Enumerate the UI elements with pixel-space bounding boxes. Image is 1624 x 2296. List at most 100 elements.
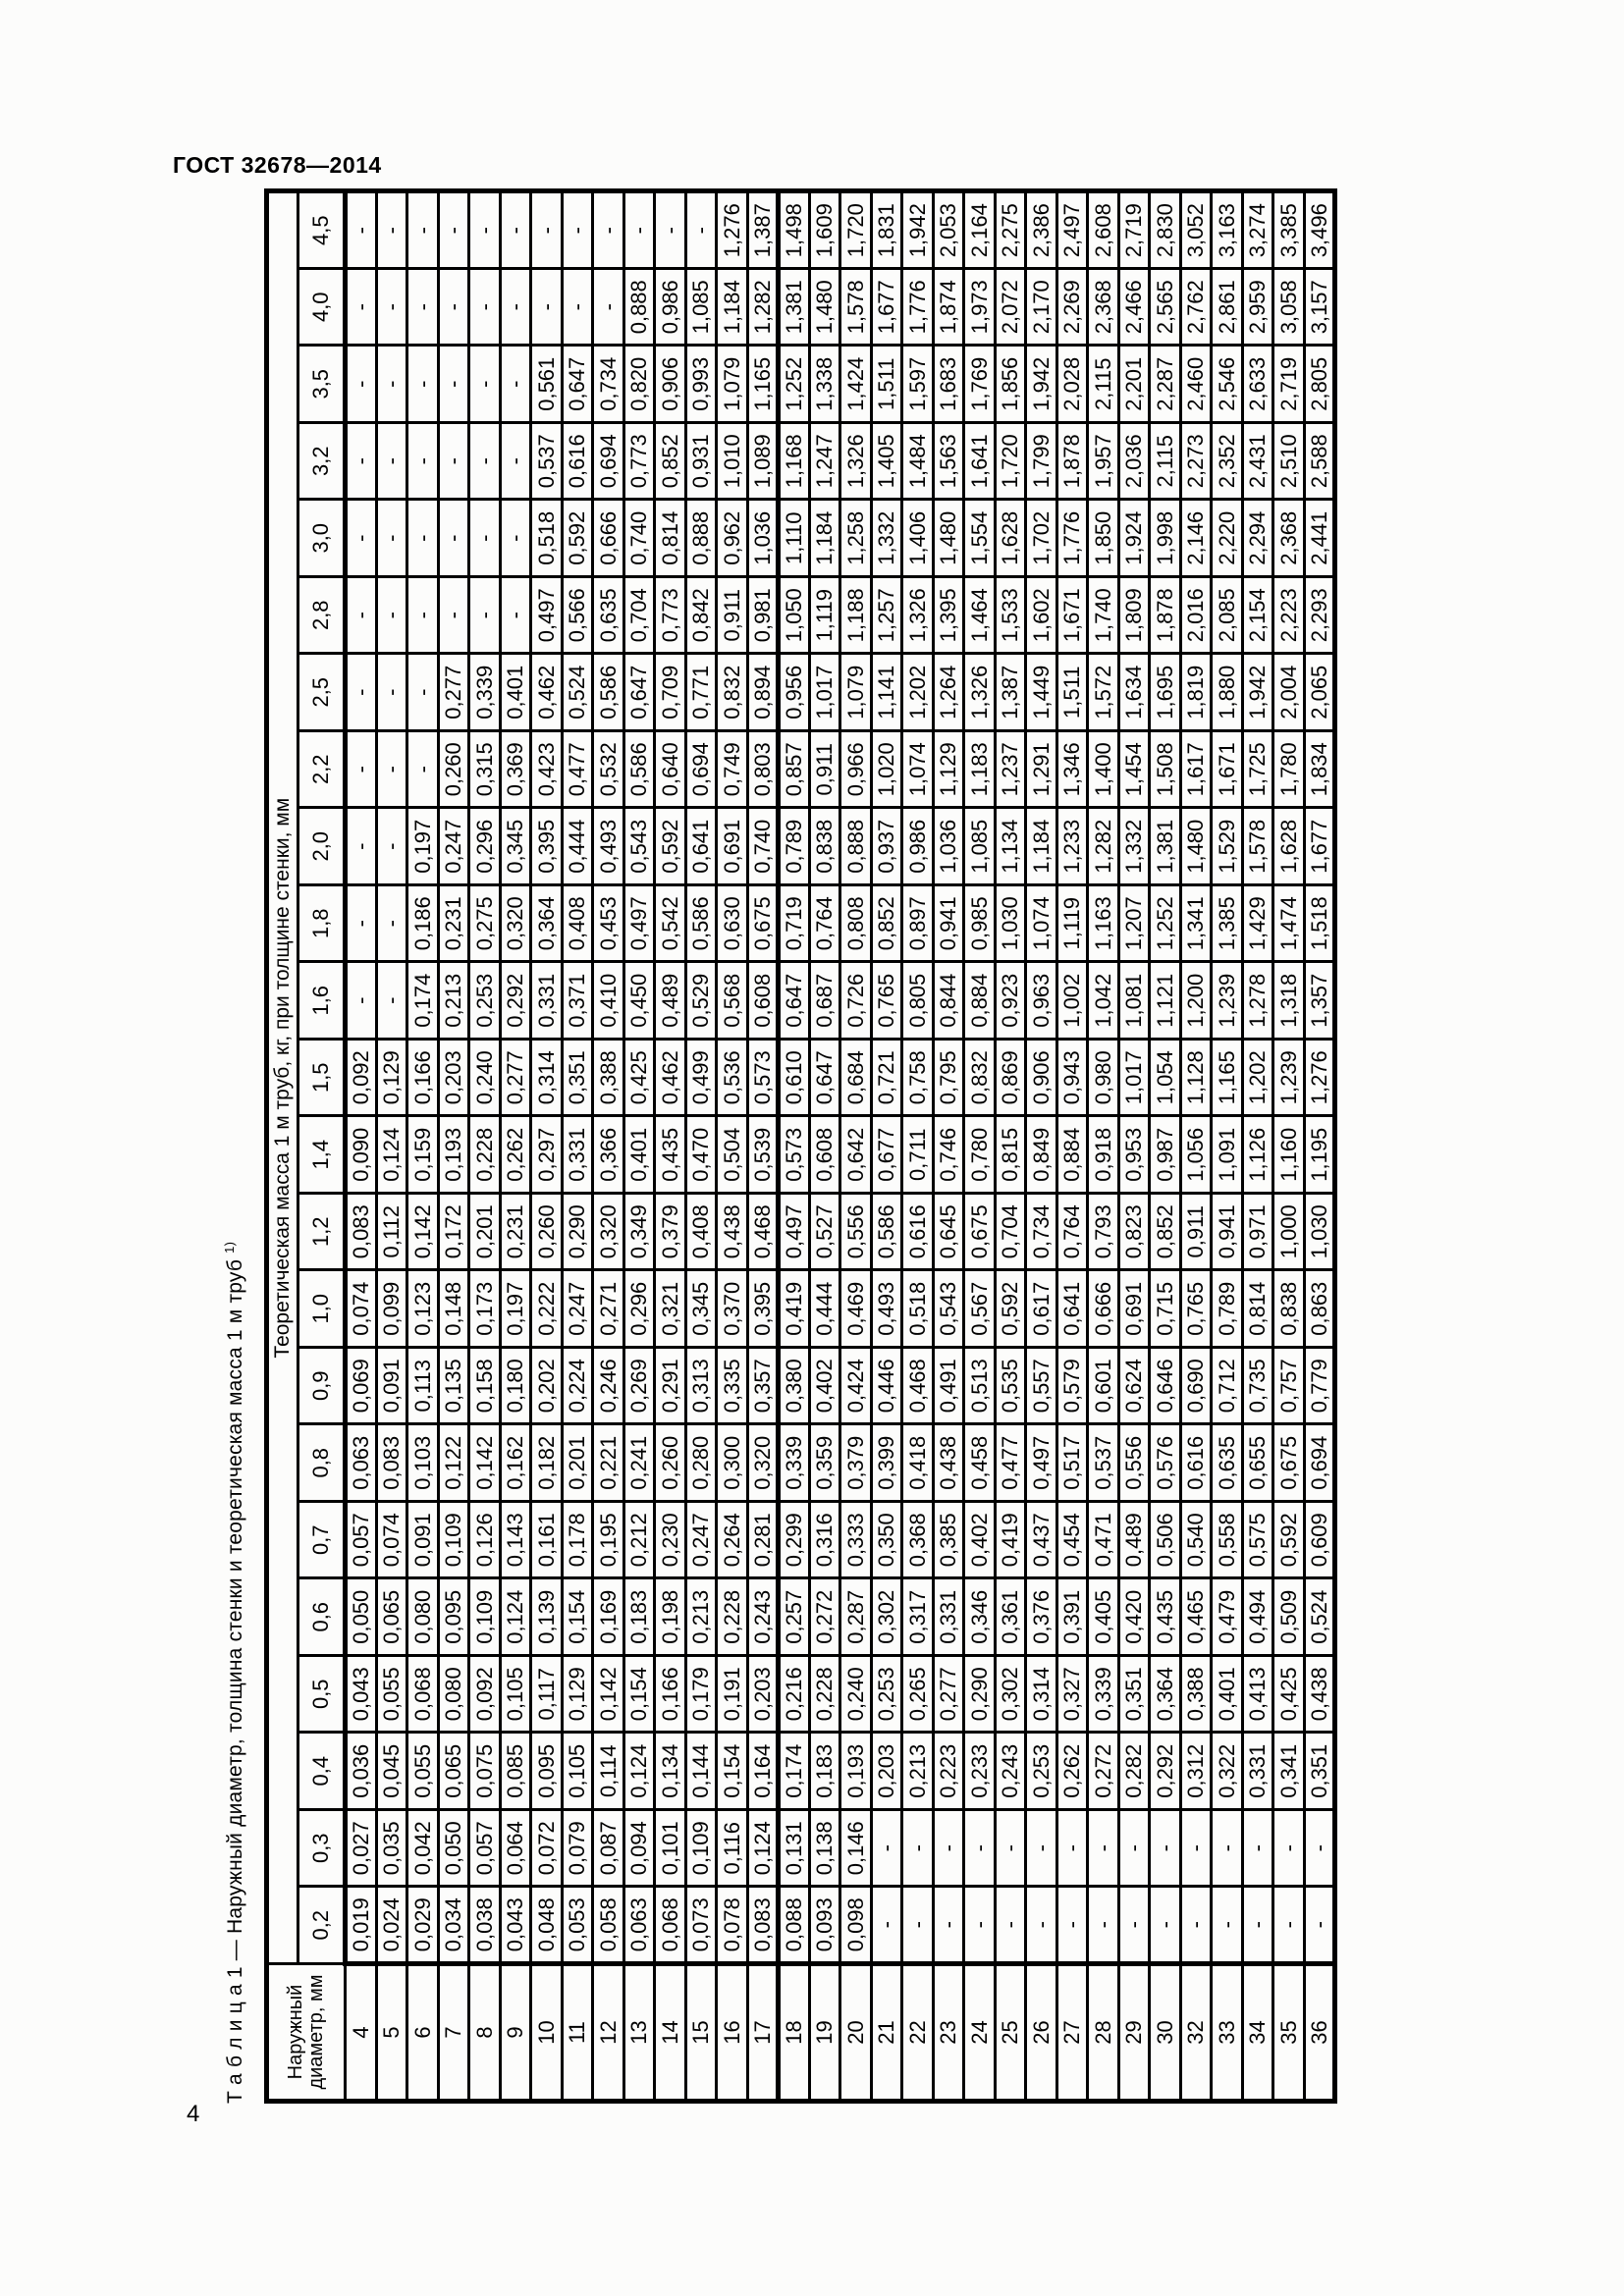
mass-value-cell: 2,164 — [963, 190, 995, 269]
mass-value-cell: 0,543 — [623, 808, 655, 885]
mass-value-cell: 1,165 — [747, 346, 779, 423]
mass-value-cell: 0,122 — [438, 1424, 469, 1502]
mass-value-cell: 0,586 — [592, 654, 623, 731]
mass-value-cell: 0,073 — [685, 1887, 717, 1964]
mass-value-cell: 1,480 — [1180, 808, 1212, 885]
no-value-cell: - — [406, 730, 438, 808]
no-value-cell: - — [1118, 1809, 1150, 1887]
mass-value-cell: 0,262 — [500, 1116, 531, 1194]
mass-value-cell: 2,154 — [1242, 576, 1273, 654]
mass-value-cell: 0,333 — [839, 1501, 871, 1578]
mass-value-cell: 0,888 — [685, 500, 717, 577]
mass-value-cell: 1,184 — [1025, 808, 1056, 885]
no-value-cell: - — [1056, 1809, 1088, 1887]
mass-value-cell: 0,193 — [839, 1733, 871, 1810]
no-value-cell: - — [345, 346, 376, 423]
mass-value-cell: 1,677 — [1304, 808, 1335, 885]
no-value-cell: - — [1211, 1809, 1242, 1887]
mass-value-cell: 0,265 — [901, 1655, 933, 1733]
no-value-cell: - — [468, 190, 500, 269]
mass-value-cell: 1,942 — [1242, 654, 1273, 731]
table-body: 4 0,019 0,027 0,036 0,043 0,050 0,057 0,063 0,06… — [345, 190, 1335, 2102]
mass-value-cell: 0,164 — [747, 1733, 779, 1810]
mass-value-cell: 0,408 — [685, 1193, 717, 1270]
mass-value-cell: 0,765 — [871, 962, 902, 1040]
diameter-column-header: Наружный диаметр, мм — [266, 1963, 346, 2102]
mass-value-cell: 0,063 — [345, 1424, 376, 1502]
mass-value-cell: 0,616 — [562, 422, 593, 500]
mass-value-cell: 0,292 — [500, 962, 531, 1040]
diameter-row: 25- -0,243 0,302 0,361 0,419 0,477 0,535 0,592 0… — [995, 190, 1026, 2102]
mass-value-cell: 2,805 — [1304, 346, 1335, 423]
mass-value-cell: 0,567 — [963, 1270, 995, 1348]
mass-value-cell: 0,391 — [1056, 1578, 1088, 1656]
mass-value-cell: 0,450 — [623, 962, 655, 1040]
no-value-cell: - — [995, 1809, 1026, 1887]
no-value-cell: - — [963, 1809, 995, 1887]
diameter-row: 21- -0,203 0,253 0,302 0,350 0,399 0,446 0,493 0… — [871, 190, 902, 2102]
mass-value-cell: 0,072 — [530, 1809, 562, 1887]
no-value-cell: - — [406, 500, 438, 577]
no-value-cell: - — [500, 268, 531, 346]
mass-value-cell: 0,368 — [901, 1501, 933, 1578]
mass-value-cell: 0,103 — [406, 1424, 438, 1502]
mass-value-cell: 1,020 — [871, 730, 902, 808]
mass-value-cell: 0,148 — [438, 1270, 469, 1348]
mass-value-cell: 1,338 — [809, 346, 840, 423]
mass-value-cell: 1,017 — [1118, 1039, 1150, 1116]
no-value-cell: - — [345, 962, 376, 1040]
mass-value-cell: 0,233 — [963, 1733, 995, 1810]
mass-value-cell: 0,300 — [716, 1424, 747, 1502]
mass-value-cell: 2,762 — [1180, 268, 1212, 346]
thickness-header-cell: 0,6 — [298, 1578, 346, 1656]
mass-value-cell: 2,016 — [1180, 576, 1212, 654]
mass-value-cell: 0,182 — [530, 1424, 562, 1502]
mass-value-cell: 0,666 — [1087, 1270, 1118, 1348]
mass-value-cell: 1,257 — [871, 576, 902, 654]
mass-value-cell: 0,985 — [963, 884, 995, 962]
diameter-cell: 11 — [562, 1963, 593, 2102]
mass-value-cell: 0,092 — [468, 1655, 500, 1733]
mass-value-cell: 0,299 — [778, 1501, 809, 1578]
mass-value-cell: 0,471 — [1087, 1501, 1118, 1578]
no-value-cell: - — [1272, 1887, 1304, 1964]
mass-value-cell: 0,911 — [1180, 1193, 1212, 1270]
mass-value-cell: 0,296 — [468, 808, 500, 885]
mass-value-cell: 0,642 — [839, 1116, 871, 1194]
mass-value-cell: 0,780 — [963, 1116, 995, 1194]
no-value-cell: - — [685, 190, 717, 269]
mass-value-cell: 0,350 — [871, 1501, 902, 1578]
mass-value-cell: 0,101 — [654, 1809, 685, 1887]
thickness-header-cell: 0,9 — [298, 1347, 346, 1424]
mass-value-cell: 1,518 — [1304, 884, 1335, 962]
diameter-row: 33- -0,322 0,401 0,479 0,558 0,635 0,712 0,789 0… — [1211, 190, 1242, 2102]
mass-value-cell: 0,090 — [345, 1116, 376, 1194]
mass-value-cell: 2,959 — [1242, 268, 1273, 346]
no-value-cell: - — [1056, 1887, 1088, 1964]
mass-value-cell: 2,608 — [1087, 190, 1118, 269]
mass-value-cell: 0,608 — [747, 962, 779, 1040]
mass-value-cell: 0,371 — [562, 962, 593, 1040]
mass-value-cell: 1,030 — [995, 884, 1026, 962]
mass-value-cell: 1,484 — [901, 422, 933, 500]
mass-value-cell: 0,202 — [530, 1347, 562, 1424]
mass-value-cell: 0,257 — [778, 1578, 809, 1656]
mass-value-cell: 0,462 — [530, 654, 562, 731]
mass-value-cell: 0,616 — [1180, 1424, 1212, 1502]
diameter-row: 32- -0,312 0,388 0,465 0,540 0,616 0,690 0,765 0… — [1180, 190, 1212, 2102]
mass-value-cell: 0,691 — [716, 808, 747, 885]
mass-value-cell: 0,213 — [438, 962, 469, 1040]
mass-value-cell: 0,576 — [1149, 1424, 1180, 1502]
mass-value-cell: 0,765 — [1180, 1270, 1212, 1348]
mass-value-cell: 0,260 — [438, 730, 469, 808]
mass-value-cell: 1,085 — [685, 268, 717, 346]
mass-value-cell: 0,253 — [1025, 1733, 1056, 1810]
mass-value-cell: 0,078 — [716, 1887, 747, 1964]
diameter-cell: 19 — [809, 1963, 840, 2102]
no-value-cell: - — [406, 654, 438, 731]
mass-value-cell: 0,098 — [839, 1887, 871, 1964]
mass-value-cell: 0,050 — [438, 1809, 469, 1887]
mass-value-cell: 0,842 — [685, 576, 717, 654]
mass-value-cell: 0,065 — [438, 1733, 469, 1810]
mass-value-cell: 0,694 — [1304, 1424, 1335, 1502]
